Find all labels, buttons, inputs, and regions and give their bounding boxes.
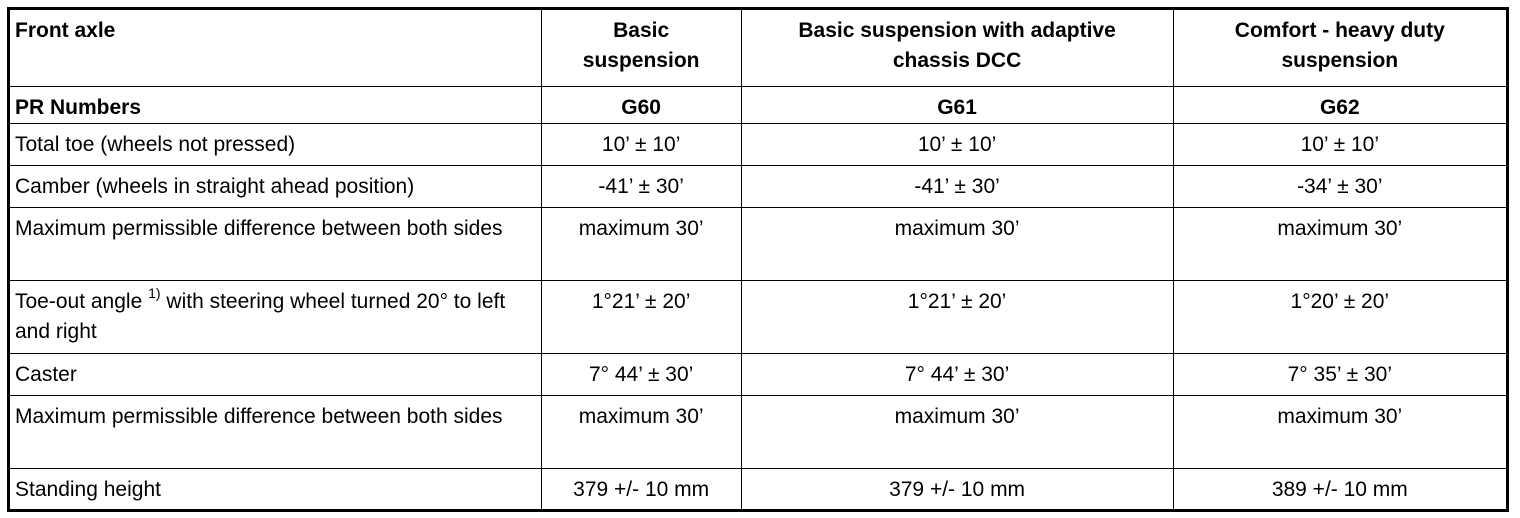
cell-text: 7° 44’ ± 30’	[588, 363, 694, 386]
value-cell: Basic suspension	[540, 8, 742, 87]
value-cell: -41’ ± 30’	[540, 165, 742, 208]
value-cell: 1°20’ ± 20’	[1172, 280, 1509, 354]
cell-text: Total toe (wheels not pressed)	[15, 133, 296, 156]
header-text: Comfort - heavy duty suspension	[1234, 19, 1445, 72]
label-cell: Maximum permissible difference between b…	[8, 395, 542, 469]
label-cell: Camber (wheels in straight ahead positio…	[8, 165, 542, 208]
cell-text: 7° 44’ ± 30’	[904, 363, 1010, 386]
alignment-table: Front axle Basic suspension Basic suspensi…	[7, 7, 1509, 512]
value-cell: 1°21’ ± 20’	[540, 280, 742, 354]
value-cell: -34’ ± 30’	[1172, 165, 1509, 208]
cell-text: Maximum permissible difference between b…	[15, 405, 503, 428]
data-row: Total toe (wheels not pressed) 10’ ± 10’ 1…	[8, 123, 1509, 166]
cell-text: 1°21’ ± 20’	[907, 290, 1007, 313]
value-cell: 379 +/- 10 mm	[540, 468, 742, 511]
cell-text: G62	[1319, 96, 1360, 119]
cell-text: -41’ ± 30’	[598, 175, 684, 198]
value-cell: 10’ ± 10’	[1172, 123, 1509, 166]
value-cell: 7° 44’ ± 30’	[540, 353, 742, 396]
cell-text: maximum 30’	[1277, 405, 1403, 428]
value-cell: G62	[1172, 86, 1509, 124]
cell-text: maximum 30’	[894, 405, 1020, 428]
data-row: Caster 7° 44’ ± 30’ 7° 44’ ± 30’ 7° 35’ ± 3…	[8, 353, 1509, 396]
value-cell: maximum 30’	[740, 395, 1174, 469]
value-cell: Comfort - heavy duty suspension	[1172, 8, 1509, 87]
label-cell: Standing height	[8, 468, 542, 511]
data-row: Toe-out angle 1) with steering wheel tur…	[8, 280, 1509, 354]
cell-text: maximum 30’	[578, 405, 704, 428]
value-cell: Basic suspension with adaptive chassis D…	[740, 8, 1174, 87]
label-cell: Maximum permissible difference between b…	[8, 207, 542, 281]
data-row: Maximum permissible difference between b…	[8, 395, 1509, 469]
cell-text: 7° 35’ ± 30’	[1287, 363, 1392, 386]
cell-text: Camber (wheels in straight ahead positio…	[15, 175, 415, 198]
cell-text: 10’ ± 10’	[917, 133, 997, 156]
value-cell: 10’ ± 10’	[540, 123, 742, 166]
value-cell: 10’ ± 10’	[740, 123, 1174, 166]
value-cell: 1°21’ ± 20’	[740, 280, 1174, 354]
value-cell: maximum 30’	[1172, 395, 1509, 469]
cell-text: 1°21’ ± 20’	[591, 290, 691, 313]
label-cell: Total toe (wheels not pressed)	[8, 123, 542, 166]
label-text: Toe-out angle	[15, 290, 143, 313]
header-text: Basic suspension with adaptive chassis D…	[798, 19, 1116, 72]
cell-text: PR Numbers	[15, 96, 142, 119]
value-cell: maximum 30’	[540, 207, 742, 281]
cell-text: 10’ ± 10’	[601, 133, 681, 156]
cell-text: -34’ ± 30’	[1297, 175, 1383, 198]
value-cell: 379 +/- 10 mm	[740, 468, 1174, 511]
data-row: Standing height 379 +/- 10 mm 379 +/- 10 m…	[8, 468, 1509, 511]
value-cell: 389 +/- 10 mm	[1172, 468, 1509, 511]
cell-text: maximum 30’	[578, 217, 704, 240]
data-row: Maximum permissible difference between b…	[8, 207, 1509, 281]
value-cell: maximum 30’	[1172, 207, 1509, 281]
pr-row: PR Numbers G60 G61 G62	[8, 86, 1509, 124]
cell-text: G61	[937, 96, 977, 119]
cell-text: -41’ ± 30’	[914, 175, 1000, 198]
header-text: Basic suspension	[582, 19, 700, 72]
label-cell: Toe-out angle 1) with steering wheel tur…	[8, 280, 542, 354]
cell-text: 1°20’ ± 20’	[1290, 290, 1390, 313]
cell-text: 379 +/- 10 mm	[573, 478, 710, 501]
value-cell: G60	[540, 86, 742, 124]
cell-text: Front axle	[15, 19, 116, 42]
cell-text: G60	[621, 96, 661, 119]
label-cell: PR Numbers	[8, 86, 542, 124]
cell-text: maximum 30’	[894, 217, 1020, 240]
label-text: with steering wheel turned 20° to left a…	[15, 290, 506, 343]
header-row: Front axle Basic suspension Basic suspensi…	[8, 8, 1509, 87]
cell-text: 379 +/- 10 mm	[889, 478, 1026, 501]
footnote-ref: 1)	[148, 285, 161, 301]
data-row: Camber (wheels in straight ahead positio…	[8, 165, 1509, 208]
value-cell: 7° 35’ ± 30’	[1172, 353, 1509, 396]
cell-text: Caster	[15, 363, 77, 386]
cell-text: Standing height	[15, 478, 161, 501]
value-cell: -41’ ± 30’	[740, 165, 1174, 208]
cell-text: Maximum permissible difference between b…	[15, 217, 503, 240]
label-cell: Front axle	[8, 8, 542, 87]
value-cell: maximum 30’	[540, 395, 742, 469]
value-cell: 7° 44’ ± 30’	[740, 353, 1174, 396]
cell-text: maximum 30’	[1277, 217, 1403, 240]
cell-text: 389 +/- 10 mm	[1271, 478, 1408, 501]
value-cell: maximum 30’	[740, 207, 1174, 281]
value-cell: G61	[740, 86, 1174, 124]
label-cell: Caster	[8, 353, 542, 396]
cell-text: 10’ ± 10’	[1300, 133, 1380, 156]
